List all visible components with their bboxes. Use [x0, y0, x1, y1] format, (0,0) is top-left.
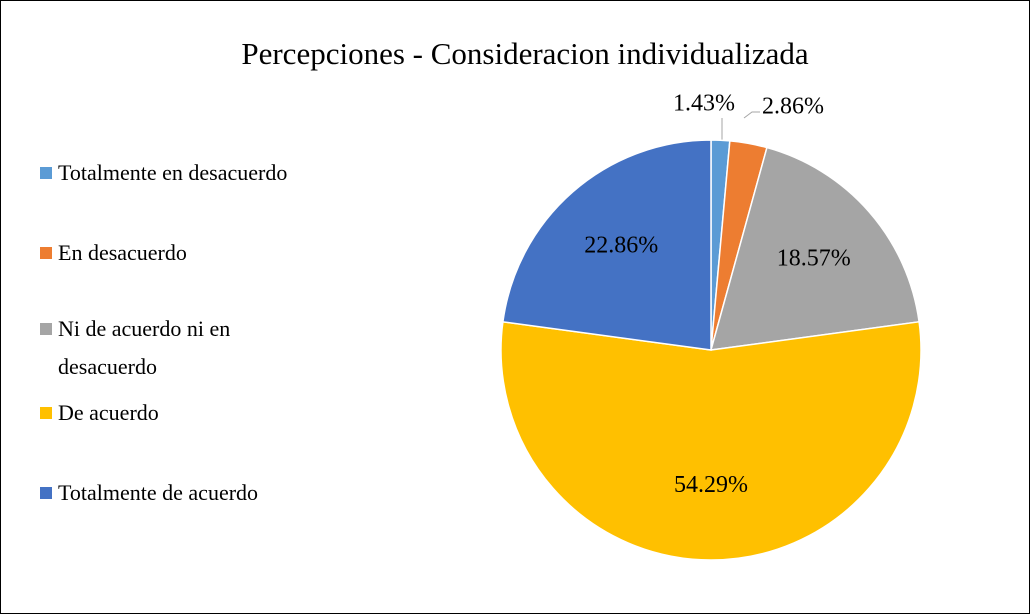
pie-slice [502, 139, 712, 351]
legend-item: En desacuerdo [40, 234, 330, 272]
legend-item: Ni de acuerdo ni en desacuerdo [40, 310, 330, 386]
legend-item: Totalmente en desacuerdo [40, 154, 330, 192]
legend-label: De acuerdo [58, 400, 159, 425]
legend-swatch [40, 487, 52, 499]
legend-label: Ni de acuerdo ni en desacuerdo [58, 316, 231, 379]
data-label: 2.86% [762, 94, 824, 120]
data-label: 1.43% [673, 91, 735, 117]
legend-swatch [40, 407, 52, 419]
leader-line [743, 111, 760, 119]
legend-swatch [40, 247, 52, 259]
legend-label: Totalmente de acuerdo [58, 480, 259, 505]
data-label: 54.29% [674, 472, 748, 498]
legend-label: En desacuerdo [58, 240, 187, 265]
legend-swatch [40, 167, 52, 179]
data-label: 18.57% [777, 246, 851, 272]
legend-swatch [40, 323, 52, 335]
legend-label: Totalmente en desacuerdo [58, 160, 288, 185]
legend-item: Totalmente de acuerdo [40, 474, 330, 512]
data-label: 22.86% [584, 233, 658, 259]
pie-slice [709, 146, 920, 351]
pie-slice [500, 320, 922, 561]
chart-title: Percepciones - Consideracion individuali… [241, 36, 809, 71]
legend-item: De acuerdo [40, 394, 330, 432]
